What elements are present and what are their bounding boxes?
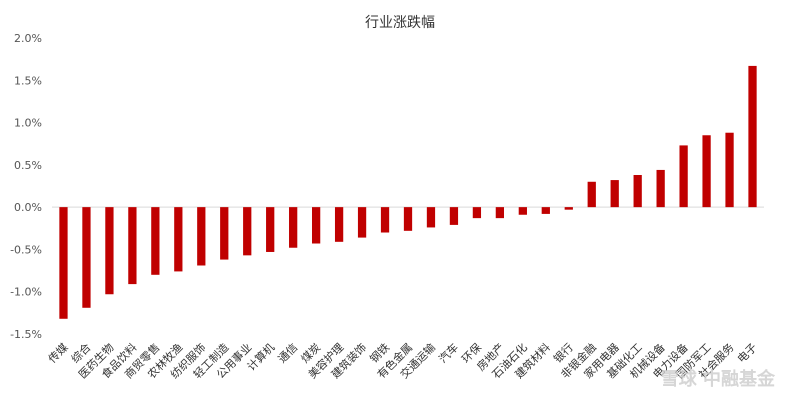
bar xyxy=(197,207,206,266)
x-tick-label: 汽车 xyxy=(436,340,461,365)
y-tick-label: 0.5% xyxy=(14,159,42,172)
bar xyxy=(151,207,160,275)
x-tick-label: 电子 xyxy=(735,341,760,366)
y-tick-label: -1.0% xyxy=(10,286,42,299)
bar xyxy=(174,207,183,272)
bar xyxy=(243,207,252,256)
bar xyxy=(105,207,114,295)
x-tick-label: 通信 xyxy=(276,341,301,366)
x-tick-label: 传媒 xyxy=(46,341,71,366)
bar xyxy=(656,169,665,208)
bar xyxy=(518,207,527,215)
y-tick-label: 1.0% xyxy=(14,117,42,130)
bar xyxy=(495,207,505,219)
bar xyxy=(357,207,367,238)
bar xyxy=(587,181,596,208)
y-tick-label: 2.0% xyxy=(14,32,42,45)
watermark: 雪球 中融基金 xyxy=(661,368,776,390)
bar xyxy=(449,207,459,225)
bar xyxy=(564,207,573,210)
bar xyxy=(610,180,619,208)
bar xyxy=(748,65,757,208)
y-tick-label: 0.0% xyxy=(14,201,42,214)
bar xyxy=(679,145,688,208)
bar xyxy=(541,207,550,214)
bar xyxy=(725,132,734,208)
bar xyxy=(128,207,137,285)
bar xyxy=(334,207,344,242)
chart-title: 行业涨跌幅 xyxy=(365,15,435,31)
bar xyxy=(633,175,642,208)
bar xyxy=(59,207,68,319)
bar xyxy=(311,207,321,244)
bar xyxy=(289,207,298,248)
bar xyxy=(266,207,275,252)
bar xyxy=(426,207,436,228)
y-tick-label: -0.5% xyxy=(10,243,42,256)
y-tick-label: -1.5% xyxy=(10,328,42,341)
bar xyxy=(220,207,229,260)
bar xyxy=(380,207,390,233)
bar xyxy=(403,207,413,231)
bar xyxy=(82,207,91,308)
bar xyxy=(472,207,482,219)
y-tick-label: 1.5% xyxy=(14,74,42,87)
bar xyxy=(702,135,711,208)
